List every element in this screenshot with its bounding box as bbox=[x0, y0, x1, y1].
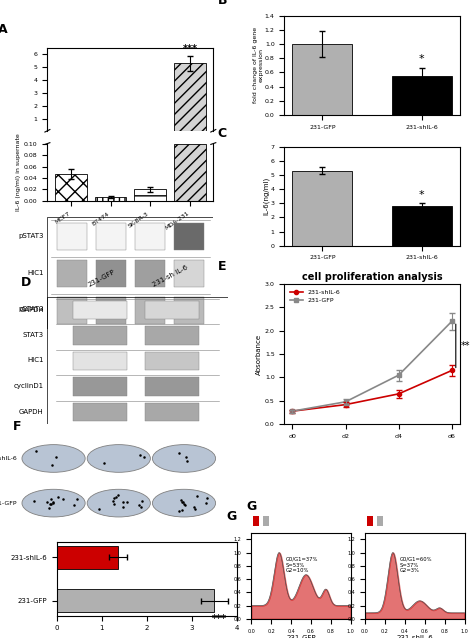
Text: E: E bbox=[218, 260, 226, 273]
Text: STAT3: STAT3 bbox=[23, 332, 44, 338]
Line: 231-GFP: 231-GFP bbox=[290, 319, 454, 413]
Bar bbox=[57, 297, 87, 324]
231-shIL-6 bbox=[290, 407, 295, 415]
Text: *: * bbox=[419, 54, 425, 64]
Y-axis label: fold change of IL-6 gene
expression: fold change of IL-6 gene expression bbox=[253, 27, 264, 103]
Text: pSTAT3: pSTAT3 bbox=[18, 306, 44, 313]
Bar bbox=[174, 260, 204, 287]
Line: 231-shIL-6: 231-shIL-6 bbox=[290, 368, 454, 413]
231-GFP bbox=[343, 398, 348, 406]
Circle shape bbox=[153, 489, 216, 517]
Text: HIC1: HIC1 bbox=[27, 357, 44, 364]
Bar bbox=[57, 545, 118, 569]
Bar bbox=[96, 260, 126, 287]
Y-axis label: IL-6(ng/ml): IL-6(ng/ml) bbox=[263, 177, 269, 215]
Text: HIC1: HIC1 bbox=[27, 270, 44, 276]
Bar bbox=[145, 352, 199, 370]
Text: GAPDH: GAPDH bbox=[19, 408, 44, 415]
231-GFP bbox=[449, 318, 455, 325]
Bar bbox=[73, 403, 127, 421]
Bar bbox=[95, 197, 127, 201]
Circle shape bbox=[87, 489, 150, 517]
Bar bbox=[134, 189, 166, 201]
Text: D: D bbox=[20, 276, 31, 290]
Bar bbox=[57, 589, 214, 612]
Bar bbox=[174, 144, 206, 201]
231-shIL-6 bbox=[449, 367, 455, 375]
Bar bbox=[263, 516, 269, 526]
Text: C: C bbox=[218, 127, 227, 140]
Text: 231-GFP: 231-GFP bbox=[87, 268, 116, 288]
Bar bbox=[174, 223, 204, 249]
Title: cell proliferation analysis: cell proliferation analysis bbox=[302, 272, 442, 282]
Text: *: * bbox=[419, 189, 425, 200]
Bar bbox=[253, 516, 259, 526]
Bar bbox=[392, 76, 452, 115]
Bar bbox=[367, 516, 373, 526]
X-axis label: 231-GFP: 231-GFP bbox=[286, 635, 316, 638]
Bar bbox=[73, 300, 127, 319]
Text: ***: *** bbox=[182, 44, 197, 54]
Text: **: ** bbox=[461, 341, 471, 351]
231-shIL-6 bbox=[396, 390, 401, 397]
Bar bbox=[145, 403, 199, 421]
231-shIL-6 bbox=[343, 401, 348, 408]
Y-axis label: IL-6 (ng/ml) in supernate: IL-6 (ng/ml) in supernate bbox=[16, 133, 21, 211]
Bar bbox=[55, 174, 87, 201]
Bar bbox=[136, 223, 165, 249]
Text: 231-GFP: 231-GFP bbox=[0, 501, 17, 506]
Bar bbox=[174, 297, 204, 324]
Bar bbox=[136, 260, 165, 287]
Bar bbox=[73, 352, 127, 370]
Y-axis label: Absorbance: Absorbance bbox=[256, 334, 262, 375]
Bar bbox=[57, 223, 87, 249]
231-GFP bbox=[396, 371, 401, 379]
Bar bbox=[292, 44, 352, 115]
Bar bbox=[377, 516, 383, 526]
Bar bbox=[145, 300, 199, 319]
Text: G: G bbox=[227, 510, 237, 523]
Circle shape bbox=[153, 445, 216, 472]
Bar bbox=[73, 326, 127, 345]
Legend: 231-shIL-6, 231-GFP: 231-shIL-6, 231-GFP bbox=[288, 287, 343, 306]
Text: ***: *** bbox=[211, 614, 227, 624]
Text: F: F bbox=[13, 420, 21, 433]
Legend: 231-GFP, 231-shIL-6: 231-GFP, 231-shIL-6 bbox=[272, 570, 315, 588]
Text: 231-sh IL-6: 231-sh IL-6 bbox=[151, 264, 189, 288]
Text: A: A bbox=[0, 23, 7, 36]
Text: cyclinD1: cyclinD1 bbox=[14, 383, 44, 389]
Bar bbox=[174, 63, 206, 132]
Bar bbox=[73, 377, 127, 396]
Bar bbox=[136, 297, 165, 324]
Text: B: B bbox=[218, 0, 227, 7]
Circle shape bbox=[22, 445, 85, 472]
Circle shape bbox=[22, 489, 85, 517]
Text: G: G bbox=[246, 500, 257, 514]
Text: G0/G1=37%
S=53%
G2=10%: G0/G1=37% S=53% G2=10% bbox=[286, 557, 319, 574]
Text: GAPDH: GAPDH bbox=[19, 307, 44, 313]
Bar bbox=[392, 206, 452, 246]
Bar bbox=[96, 297, 126, 324]
Bar bbox=[145, 377, 199, 396]
Text: 231-shIL-6: 231-shIL-6 bbox=[0, 456, 17, 461]
Text: G0/G1=60%
S=37%
G2=3%: G0/G1=60% S=37% G2=3% bbox=[400, 557, 432, 574]
X-axis label: 231-shIL-6: 231-shIL-6 bbox=[396, 635, 433, 638]
Bar bbox=[96, 223, 126, 249]
Bar bbox=[292, 171, 352, 246]
231-GFP bbox=[290, 407, 295, 415]
Circle shape bbox=[87, 445, 150, 472]
Text: pSTAT3: pSTAT3 bbox=[18, 232, 44, 239]
Bar bbox=[57, 260, 87, 287]
Bar bbox=[145, 326, 199, 345]
